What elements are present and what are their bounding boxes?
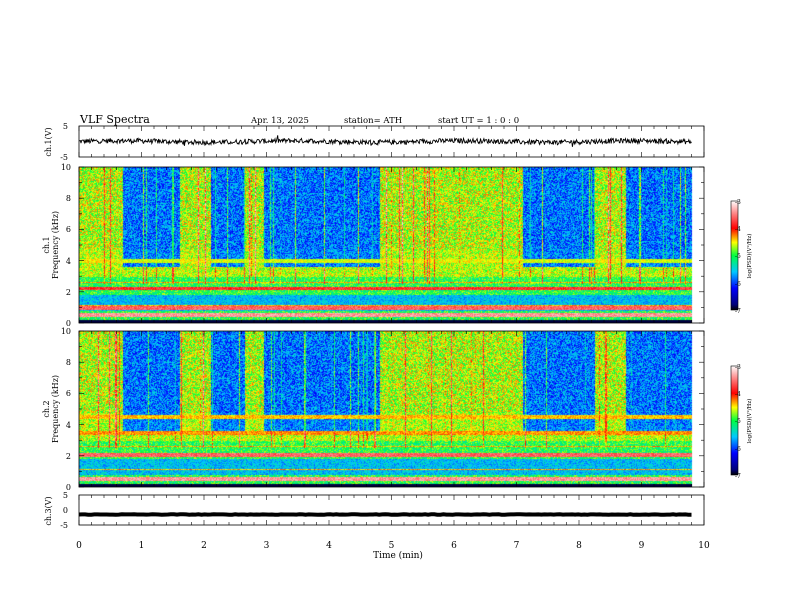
ch2-colorbar: -3 -4 -5 -6 -7 log(PSD)(V²/Hz) <box>730 364 753 480</box>
ch1-ytick-8: 8 <box>66 194 71 203</box>
ch2-cbtick-m6: -6 <box>735 446 741 453</box>
ch2-ytick-6: 6 <box>66 389 71 398</box>
ch3-voltage-panel: 5 0 -5 ch.3(V) <box>44 491 705 530</box>
ch2-spectrogram-yticklabels: 0 2 4 6 8 10 <box>61 327 71 492</box>
ch1-cbtick-m4: -4 <box>735 226 741 233</box>
xtick-7: 7 <box>514 541 520 551</box>
ch1-cbtick-m7: -7 <box>735 308 741 315</box>
x-axis-ticklabels: 0 1 2 3 4 5 6 7 8 9 10 <box>76 541 710 551</box>
ch3-ytick-mid: 0 <box>63 506 68 515</box>
xtick-0: 0 <box>76 541 82 551</box>
date-label: Apr. 13, 2025 <box>250 116 309 126</box>
ch1-colorbar: -3 -4 -5 -6 -7 log(PSD)(V²/Hz) <box>730 199 753 315</box>
ch1-ticks <box>78 126 705 157</box>
xtick-2: 2 <box>201 541 207 551</box>
ch1-ytick-bottom: -5 <box>60 153 68 162</box>
ch2-cbtick-m7: -7 <box>735 473 741 480</box>
ch1-voltage-panel: 5 -5 ch.1(V) <box>44 122 705 162</box>
ch3-ticks <box>78 495 705 525</box>
ch1-colorbar-label: log(PSD)(V²/Hz) <box>746 234 753 279</box>
xtick-1: 1 <box>139 541 145 551</box>
xtick-10: 10 <box>698 541 710 551</box>
ch2-frequency-label: Frequency (kHz) <box>51 375 60 443</box>
ch2-spectrogram-canvas <box>79 331 704 487</box>
ch1-ytick-6: 6 <box>66 225 71 234</box>
ch1-ytick-4: 4 <box>66 257 71 266</box>
ch1-ylabel: ch.1(V) <box>44 127 53 156</box>
ch2-cbtick-m3: -3 <box>735 364 741 371</box>
ch1-ytick-10: 10 <box>61 163 71 172</box>
xtick-4: 4 <box>326 541 332 551</box>
ch1-ytick-0: 0 <box>66 319 71 328</box>
x-axis-label: Time (min) <box>373 550 423 561</box>
ch1-spectrogram-panel: 0 2 4 6 8 10 ch.1 Frequency (kHz) <box>42 163 705 328</box>
ch2-channel-label: ch.2 <box>42 400 51 417</box>
xtick-8: 8 <box>576 541 582 551</box>
xtick-5: 5 <box>389 541 395 551</box>
ch1-cbtick-m5: -5 <box>735 253 741 260</box>
ch2-spectrogram-ticks <box>78 330 705 488</box>
ch1-frequency-label: Frequency (kHz) <box>51 211 60 279</box>
ch2-ytick-0: 0 <box>66 483 71 492</box>
ch2-cbtick-m4: -4 <box>735 391 741 398</box>
xtick-3: 3 <box>264 541 270 551</box>
ch2-spectrogram-image-wrap <box>79 331 704 487</box>
ch1-spectrogram-yticklabels: 0 2 4 6 8 10 <box>61 163 71 328</box>
ch2-spectrogram-panel: 0 2 4 6 8 10 ch.2 Frequency (kHz) <box>42 327 705 492</box>
ch2-ytick-10: 10 <box>61 327 71 336</box>
xtick-6: 6 <box>451 541 457 551</box>
ch2-ytick-4: 4 <box>66 421 71 430</box>
ch1-ytick-top: 5 <box>63 122 68 131</box>
ch2-colorbar-gradient <box>730 365 739 476</box>
ch1-channel-label: ch.1 <box>42 236 51 253</box>
ch1-spectrogram-image-wrap <box>79 167 704 323</box>
ch1-spectrogram-canvas <box>79 167 704 323</box>
ch1-cbtick-m3: -3 <box>735 199 741 206</box>
ch2-colorbar-label: log(PSD)(V²/Hz) <box>746 399 753 444</box>
ch1-spectrogram-ticks <box>78 166 705 324</box>
ch2-ytick-8: 8 <box>66 358 71 367</box>
ch2-ytick-2: 2 <box>66 452 71 461</box>
figure-title: VLF Spectra <box>79 113 150 126</box>
ch3-ylabel: ch.3(V) <box>44 496 53 525</box>
ch3-ytick-top: 5 <box>63 491 68 500</box>
start-time-label: start UT = 1 : 0 : 0 <box>438 116 519 126</box>
ch1-cbtick-m6: -6 <box>735 281 741 288</box>
xtick-9: 9 <box>639 541 645 551</box>
station-label: station= ATH <box>344 116 402 126</box>
ch1-voltage-line <box>78 135 692 147</box>
ch1-colorbar-gradient <box>730 200 739 311</box>
ch2-cbtick-m5: -5 <box>735 418 741 425</box>
ch3-ytick-bottom: -5 <box>60 521 68 530</box>
ch1-ytick-2: 2 <box>66 288 71 297</box>
